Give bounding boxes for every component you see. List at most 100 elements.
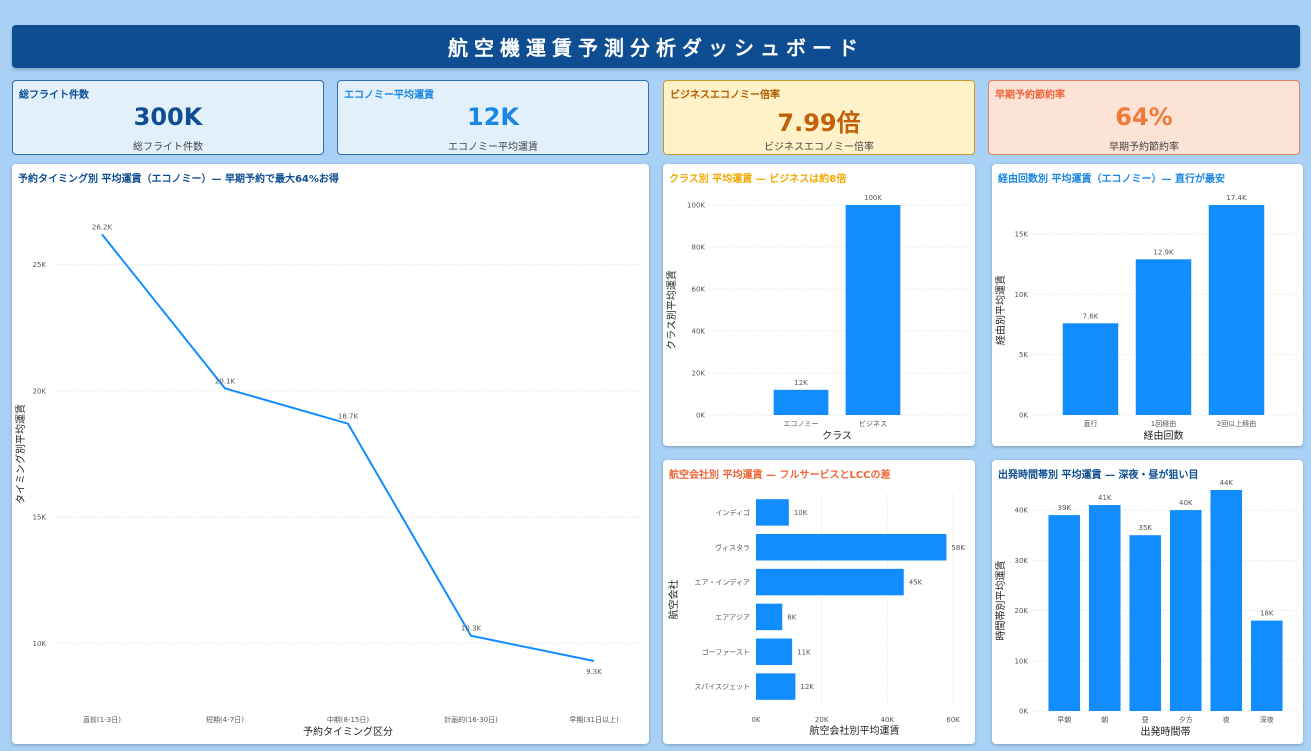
x-tick-label: 0K	[751, 716, 760, 724]
data-label: 9.3K	[586, 668, 602, 676]
bar	[756, 568, 904, 596]
y-tick-label: 20K	[1015, 607, 1029, 615]
y-axis-title: 航空会社	[667, 580, 680, 620]
data-label: 45K	[909, 579, 923, 587]
y-tick-label: 10K	[1015, 657, 1029, 665]
data-label: 8K	[787, 613, 796, 621]
y-axis-title: 時間帯別平均運賃	[994, 561, 1007, 641]
bar	[773, 389, 829, 415]
kpi-card-total-flights: 総フライト件数 300K 総フライト件数	[12, 80, 324, 155]
bar	[1062, 323, 1119, 415]
dashboard-header: 航空機運賃予測分析ダッシュボード	[12, 25, 1300, 68]
kpi-caption: エコノミー平均運賃	[448, 142, 538, 153]
kpi-title: ビジネスエコノミー倍率	[670, 90, 780, 101]
kpi-value: 300K	[133, 103, 203, 131]
x-tick-label: 朝	[1101, 716, 1108, 724]
y-tick-label: 0K	[1019, 708, 1028, 716]
bar	[756, 638, 793, 665]
bar	[1210, 490, 1243, 711]
bar	[1088, 505, 1121, 711]
x-tick-label: エコノミー	[784, 420, 819, 428]
bar	[756, 673, 796, 700]
y-tick-label: 0K	[696, 412, 705, 420]
chart-title: 航空会社別 平均運賃 — フルサービスとLCCの差	[669, 470, 891, 481]
x-tick-label: 直前(1-3日)	[83, 715, 121, 724]
y-tick-label: 25K	[33, 261, 47, 269]
kpi-caption: 早期予約節約率	[1109, 142, 1179, 153]
kpi-title: エコノミー平均運賃	[344, 90, 434, 101]
data-label: 100K	[864, 194, 882, 202]
time-chart-panel: 出発時間帯別 平均運賃 — 深夜・昼が狙い目 0K 10K 20K 30K 40K 39K…	[992, 460, 1303, 744]
y-tick-label: 60K	[692, 286, 706, 294]
chart-title: 予約タイミング別 平均運賃（エコノミー）— 早期予約で最大64%お得	[18, 174, 339, 185]
kpi-card-early-saving: 早期予約節約率 64% 早期予約節約率	[988, 80, 1300, 155]
kpi-value: 12K	[467, 103, 519, 131]
class-chart-panel: クラス別 平均運賃 — ビジネスは約8倍 0K 20K 40K 60K 80K 100K 1…	[663, 164, 975, 446]
y-tick-label: 40K	[692, 328, 706, 336]
data-label: 18K	[1260, 610, 1274, 618]
bar	[1169, 510, 1202, 711]
data-label: 12.9K	[1153, 248, 1174, 256]
x-tick-label: 短期(4-7日)	[206, 715, 244, 724]
y-axis-title: 経由別平均運賃	[994, 275, 1007, 345]
bar	[845, 205, 901, 415]
kpi-card-economy-fare: エコノミー平均運賃 12K エコノミー平均運賃	[337, 80, 649, 155]
kpi-title: 早期予約節約率	[995, 90, 1065, 101]
data-label: 20.1K	[215, 377, 236, 385]
y-tick-label: スパイスジェット	[694, 683, 750, 691]
x-axis-title: クラス	[822, 430, 852, 442]
bar	[1208, 205, 1265, 415]
y-tick-label: ゴーファースト	[702, 647, 750, 656]
series-line	[101, 233, 595, 662]
data-label: 7.6K	[1083, 312, 1099, 320]
kpi-title: 総フライト件数	[19, 90, 89, 101]
data-label: 58K	[951, 544, 965, 552]
x-axis-title: 予約タイミング区分	[303, 725, 393, 738]
y-tick-label: 5K	[1019, 351, 1028, 359]
kpi-value: 64%	[1115, 103, 1173, 131]
x-tick-label: 2回以上経由	[1217, 419, 1256, 428]
y-axis-title: タイミング別平均運賃	[14, 404, 27, 504]
y-tick-label: 15K	[33, 514, 47, 522]
chart-title: クラス別 平均運賃 — ビジネスは約8倍	[669, 174, 847, 185]
y-axis-title: クラス別平均運賃	[665, 270, 678, 350]
kpi-caption: 総フライト件数	[133, 142, 203, 153]
y-tick-label: インディゴ	[715, 508, 750, 517]
x-axis-title: 出発時間帯	[1141, 725, 1191, 738]
y-tick-label: ヴィスタラ	[715, 543, 750, 552]
bar	[756, 603, 783, 631]
y-tick-label: 80K	[692, 244, 706, 252]
airline-bar-chart: 0K 20K 40K 60K 10K インディゴ 58K ヴィスタラ 45K エア・インディア 8K…	[667, 495, 965, 737]
data-label: 26.2K	[92, 223, 113, 231]
y-tick-label: 20K	[33, 387, 47, 395]
data-label: 41K	[1098, 494, 1112, 502]
x-tick-label: 1回経由	[1151, 419, 1176, 428]
bar	[1129, 535, 1162, 711]
bar	[1250, 620, 1283, 711]
chart-title: 出発時間帯別 平均運賃 — 深夜・昼が狙い目	[998, 470, 1199, 481]
airline-chart-panel: 航空会社別 平均運賃 — フルサービスとLCCの差 0K 20K 40K 60K 10K…	[663, 460, 975, 744]
y-tick-label: 15K	[1015, 230, 1029, 238]
data-label: 18.7K	[338, 413, 359, 421]
y-tick-label: 10K	[1015, 291, 1029, 299]
data-label: 39K	[1058, 504, 1072, 512]
stops-chart-panel: 経由回数別 平均運賃（エコノミー）— 直行が最安 0K 5K 10K 15K 7.6K 直…	[992, 164, 1303, 446]
data-label: 35K	[1139, 524, 1153, 532]
x-tick-label: 直行	[1084, 419, 1098, 428]
timing-chart-panel: 予約タイミング別 平均運賃（エコノミー）— 早期予約で最大64%お得 10K 15…	[12, 164, 649, 744]
x-tick-label: ビジネス	[859, 419, 887, 428]
x-tick-label: 深夜	[1260, 715, 1274, 724]
x-tick-label: 夜	[1223, 715, 1230, 724]
x-axis-title: 航空会社別平均運賃	[810, 724, 900, 737]
x-tick-label: 20K	[815, 716, 829, 724]
data-label: 10.3K	[461, 625, 482, 633]
bar	[1048, 515, 1081, 711]
y-tick-label: エア・インディア	[694, 578, 750, 587]
kpi-caption: ビジネスエコノミー倍率	[764, 142, 874, 153]
x-tick-label: 40K	[881, 716, 895, 724]
x-tick-label: 早朝	[1057, 716, 1071, 724]
data-label: 40K	[1179, 499, 1193, 507]
time-bar-chart: 0K 10K 20K 30K 40K 39K 早朝 41K 朝 35K 昼 40K 夕方 44K 夜 18K 深…	[994, 479, 1297, 738]
kpi-value: 7.99倍	[777, 109, 861, 137]
